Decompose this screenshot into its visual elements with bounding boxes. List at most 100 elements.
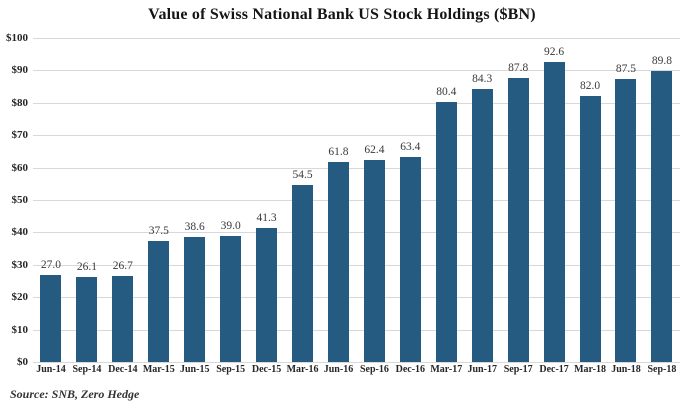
chart-title: Value of Swiss National Bank US Stock Ho… (148, 6, 536, 23)
bar-slot: 80.4 (428, 38, 464, 362)
y-axis: $0 $10 $20 $30 $40 $50 $60 $70 $80 $90 $100 (0, 32, 29, 368)
x-tick-label: Jun-17 (467, 364, 497, 375)
gridline (33, 102, 680, 104)
y-tick-label: $40 (11, 226, 29, 239)
y-tick-label: $20 (11, 291, 29, 304)
bar-slot: 26.1 (69, 38, 105, 362)
gridline (33, 200, 680, 201)
bar (363, 159, 385, 362)
y-tick-label: $0 (17, 356, 28, 368)
bar (220, 235, 242, 362)
x-tick-label: Mar-15 (142, 364, 175, 375)
bar-value-label: 80.4 (436, 85, 457, 98)
bar-value-label: 26.7 (112, 259, 133, 272)
bar-value-label: 61.8 (328, 145, 349, 158)
x-tick-label: Dec-14 (108, 364, 138, 375)
bar-value-label: 87.8 (508, 61, 529, 74)
bar (399, 156, 421, 362)
gridline (33, 38, 680, 39)
bar (615, 78, 637, 362)
bar (435, 101, 457, 362)
bar-value-label: 82.0 (579, 80, 601, 93)
x-tick-label: Jun-14 (36, 364, 66, 375)
bar-slot: 63.4 (392, 38, 428, 362)
gridline (33, 70, 680, 72)
bar-slot: 37.5 (141, 38, 177, 362)
bar-slot: 89.8 (644, 38, 680, 362)
x-tick-label: Sep-15 (216, 364, 246, 375)
bar-slot: 38.6 (177, 38, 213, 362)
bar-value-label: 27.0 (40, 258, 62, 271)
x-tick-label: Sep-16 (359, 364, 389, 375)
y-tick-label: $80 (11, 96, 29, 109)
bar-slot: 26.7 (105, 38, 141, 362)
bar-value-label: 62.4 (364, 143, 385, 156)
bar (184, 236, 206, 362)
y-tick-label: $90 (11, 64, 29, 77)
bar-slot: 92.6 (536, 38, 572, 362)
x-tick-label: Sep-14 (72, 364, 102, 375)
bar (292, 185, 314, 362)
x-tick-label: Jun-15 (179, 364, 210, 375)
x-tick-label: Mar-18 (574, 364, 606, 375)
bar (76, 277, 98, 362)
bar-value-label: 41.3 (256, 212, 277, 225)
bar (651, 71, 673, 362)
bar-slot: 82.0 (572, 38, 608, 362)
bar-value-label: 87.5 (615, 62, 637, 75)
bar-slot: 54.5 (285, 38, 321, 362)
gridline (33, 135, 680, 137)
x-tick-label: Mar-16 (286, 364, 319, 375)
bar (40, 274, 62, 362)
y-tick-label: $70 (11, 129, 29, 142)
bar-slot: 61.8 (321, 38, 357, 362)
x-tick-label: Mar-17 (430, 364, 463, 375)
gridline (33, 167, 680, 169)
bar (148, 240, 170, 362)
gridline (33, 362, 680, 363)
bar-value-label: 54.5 (292, 169, 313, 182)
plot-area: 27.0 26.1 26.7 37.5 38.6 39.0 41.3 54.5 61.8 62.4… (33, 38, 680, 363)
y-tick-label: $100 (6, 32, 28, 44)
x-tick-label: Jun-18 (611, 364, 641, 375)
bar-slot: 62.4 (356, 38, 392, 362)
bar-slot: 41.3 (249, 38, 285, 362)
source-note: Source: SNB, Zero Hedge (10, 387, 140, 401)
gridline (33, 264, 680, 266)
bar (579, 96, 601, 362)
y-tick-label: $10 (11, 323, 29, 336)
bar-slot: 39.0 (213, 38, 249, 362)
bar-slot: 87.8 (500, 38, 536, 362)
x-tick-label: Dec-17 (539, 364, 569, 375)
y-tick-label: $60 (11, 161, 29, 174)
bar-value-label: 39.0 (220, 219, 241, 232)
bar-value-label: 92.6 (544, 45, 565, 58)
x-tick-label: Dec-16 (395, 364, 426, 375)
gridline (33, 329, 680, 331)
bar (256, 228, 278, 362)
bar (471, 88, 493, 362)
bar (327, 161, 349, 362)
y-tick-label: $30 (11, 258, 29, 271)
bar-value-label: 84.3 (472, 72, 493, 85)
gridline (33, 297, 680, 299)
bars-row: 27.0 26.1 26.7 37.5 38.6 39.0 41.3 54.5 61.8 62.4… (33, 38, 680, 362)
bar (507, 77, 529, 362)
bar-value-label: 63.4 (400, 140, 421, 153)
x-tick-label: Sep-18 (647, 364, 677, 375)
bar-value-label: 89.8 (651, 55, 672, 68)
bar-slot: 84.3 (464, 38, 500, 362)
x-tick-label: Sep-17 (503, 364, 533, 375)
bar-value-label: 38.6 (184, 220, 205, 233)
x-tick-label: Dec-15 (251, 364, 282, 375)
x-axis: Jun-14 Sep-14 Dec-14 Mar-15 Jun-15 Sep-15 Dec-… (33, 364, 680, 375)
bar (543, 61, 565, 362)
bar-slot: 87.5 (608, 38, 644, 362)
gridline (33, 232, 680, 234)
x-tick-label: Jun-16 (323, 364, 354, 375)
bar-slot: 27.0 (33, 38, 69, 362)
y-tick-label: $50 (11, 194, 29, 206)
bar-value-label: 26.1 (76, 261, 97, 274)
bar (112, 275, 134, 362)
